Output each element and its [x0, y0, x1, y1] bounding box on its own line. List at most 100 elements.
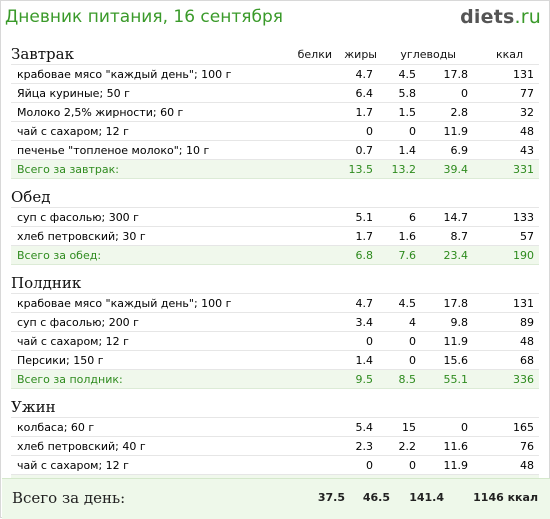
food-row[interactable]: суп с фасолью; 300 г 5.1 6 14.7 133: [11, 207, 539, 227]
day-total-protein: 37.5: [317, 491, 345, 504]
food-carbs: 11.9: [443, 335, 469, 348]
food-kcal: 89: [520, 316, 534, 329]
food-protein: 0: [366, 459, 373, 472]
food-kcal: 68: [520, 354, 534, 367]
food-row[interactable]: крабовае мясо "каждый день"; 100 г 4.7 4.5…: [11, 64, 539, 84]
day-total-carbs: 141.4: [409, 491, 444, 504]
meal-total-protein: 9.5: [355, 373, 374, 386]
food-fat: 1.6: [398, 230, 417, 243]
food-fat: 4.5: [398, 68, 417, 81]
column-header-protein: белки: [297, 48, 332, 61]
food-fat: 0: [409, 354, 416, 367]
food-name: Персики; 150 г: [17, 354, 104, 367]
food-row[interactable]: чай с сахаром; 12 г 0 0 11.9 48: [11, 456, 539, 475]
meal-gap: [11, 179, 539, 188]
food-name: хлеб петровский; 40 г: [17, 440, 146, 453]
food-name: чай с сахаром; 12 г: [17, 459, 129, 472]
food-name: крабовае мясо "каждый день"; 100 г: [17, 297, 232, 310]
food-row[interactable]: хлеб петровский; 40 г 2.3 2.2 11.6 76: [11, 437, 539, 456]
food-carbs: 11.6: [443, 440, 469, 453]
meals-table: Завтрак белки жиры углеводы ккал крабовае мяс…: [11, 45, 539, 494]
food-protein: 0.7: [355, 144, 374, 157]
food-name: суп с фасолью; 200 г: [17, 316, 139, 329]
food-name: хлеб петровский; 30 г: [17, 230, 146, 243]
meal-total-fat: 7.6: [398, 249, 417, 262]
food-name: чай с сахаром; 12 г: [17, 335, 129, 348]
food-name: суп с фасолью; 300 г: [17, 211, 139, 224]
meal-total-carbs: 39.4: [443, 163, 469, 176]
food-row[interactable]: крабовае мясо "каждый день"; 100 г 4.7 4.5…: [11, 293, 539, 313]
meal-header: Полдник: [11, 274, 539, 293]
food-kcal: 43: [520, 144, 534, 157]
food-carbs: 11.9: [443, 459, 469, 472]
food-kcal: 57: [520, 230, 534, 243]
meal-title: Обед: [11, 188, 51, 206]
food-protein: 6.4: [355, 87, 374, 100]
meal-total-label: Всего за завтрак:: [17, 163, 120, 176]
meal-total-protein: 6.8: [355, 249, 374, 262]
food-kcal: 76: [520, 440, 534, 453]
site-logo[interactable]: diets.ru: [460, 6, 541, 28]
meal-total-fat: 8.5: [398, 373, 417, 386]
meal-total-carbs: 55.1: [443, 373, 469, 386]
food-carbs: 15.6: [443, 354, 469, 367]
food-row[interactable]: чай с сахаром; 12 г 0 0 11.9 48: [11, 332, 539, 351]
meal-total-kcal: 190: [513, 249, 534, 262]
food-kcal: 77: [520, 87, 534, 100]
food-row[interactable]: Яйца куриные; 50 г 6.4 5.8 0 77: [11, 84, 539, 103]
column-header-fat: жиры: [344, 48, 377, 61]
food-kcal: 133: [513, 211, 534, 224]
logo-tld: .ru: [514, 6, 541, 28]
day-total-row: Всего за день: 37.5 46.5 141.4 1146 ккал: [2, 478, 550, 519]
meal-section: Полдник крабовае мясо "каждый день"; 100 …: [11, 274, 539, 389]
food-protein: 0: [366, 125, 373, 138]
food-row[interactable]: печенье "топленое молоко"; 10 г 0.7 1.4 6.9…: [11, 141, 539, 160]
food-row[interactable]: хлеб петровский; 30 г 1.7 1.6 8.7 57: [11, 227, 539, 246]
meal-section: Завтрак белки жиры углеводы ккал крабовае мяс…: [11, 45, 539, 179]
meal-gap: [11, 389, 539, 398]
meal-title: Полдник: [11, 274, 82, 292]
column-header-kcal: ккал: [495, 48, 523, 61]
meal-total-row: Всего за завтрак: 13.5 13.2 39.4 331: [11, 160, 539, 179]
food-kcal: 165: [513, 421, 534, 434]
food-row[interactable]: чай с сахаром; 12 г 0 0 11.9 48: [11, 122, 539, 141]
food-kcal: 32: [520, 106, 534, 119]
food-protein: 0: [366, 335, 373, 348]
food-row[interactable]: колбаса; 60 г 5.4 15 0 165: [11, 417, 539, 437]
meal-total-kcal: 331: [513, 163, 534, 176]
food-protein: 1.7: [355, 106, 374, 119]
food-kcal: 48: [520, 459, 534, 472]
food-protein: 1.7: [355, 230, 374, 243]
meal-header: Ужин: [11, 398, 539, 417]
food-name: Яйца куриные; 50 г: [17, 87, 130, 100]
logo-main: diets: [460, 6, 515, 28]
food-carbs: 8.7: [450, 230, 469, 243]
meal-total-fat: 13.2: [391, 163, 417, 176]
food-protein: 3.4: [355, 316, 374, 329]
food-name: чай с сахаром; 12 г: [17, 125, 129, 138]
meal-title: Ужин: [11, 398, 56, 416]
food-carbs: 14.7: [443, 211, 469, 224]
meal-total-kcal: 336: [513, 373, 534, 386]
day-total-label: Всего за день:: [12, 489, 126, 507]
food-carbs: 0: [461, 421, 468, 434]
food-row[interactable]: Персики; 150 г 1.4 0 15.6 68: [11, 351, 539, 370]
food-fat: 1.5: [398, 106, 417, 119]
food-row[interactable]: Молоко 2,5% жирности; 60 г 1.7 1.5 2.8 32: [11, 103, 539, 122]
day-total-kcal: 1146 ккал: [473, 491, 538, 504]
food-carbs: 2.8: [450, 106, 469, 119]
food-fat: 4.5: [398, 297, 417, 310]
food-carbs: 6.9: [450, 144, 469, 157]
meal-total-row: Всего за обед: 6.8 7.6 23.4 190: [11, 246, 539, 265]
header: Дневник питания, 16 сентября diets.ru: [5, 6, 541, 33]
meal-title: Завтрак: [11, 45, 74, 63]
meal-total-label: Всего за полдник:: [17, 373, 123, 386]
food-name: печенье "топленое молоко"; 10 г: [17, 144, 210, 157]
food-fat: 5.8: [398, 87, 417, 100]
food-row[interactable]: суп с фасолью; 200 г 3.4 4 9.8 89: [11, 313, 539, 332]
column-header-carbs: углеводы: [400, 48, 456, 61]
food-kcal: 131: [513, 297, 534, 310]
food-fat: 0: [409, 335, 416, 348]
meal-section: Обед суп с фасолью; 300 г 5.1 6 14.7 133 хлеб …: [11, 188, 539, 265]
